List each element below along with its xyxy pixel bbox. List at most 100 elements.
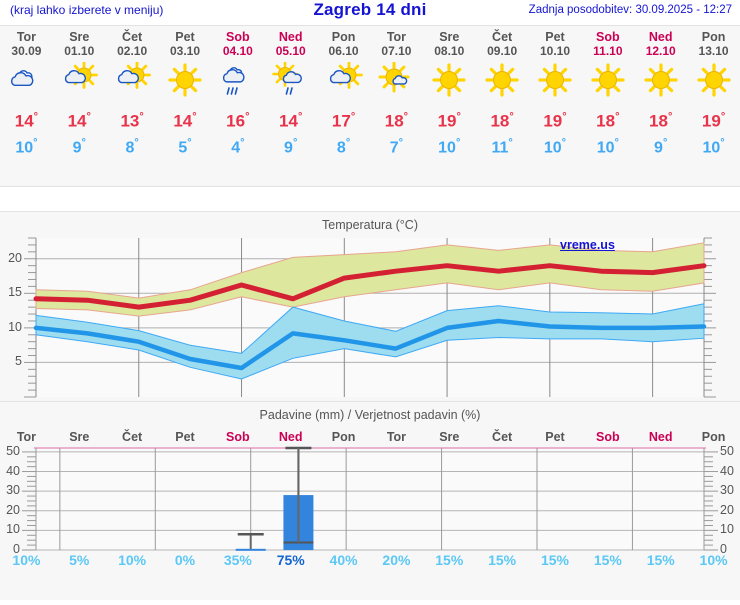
day-name: Ned <box>278 30 303 44</box>
degree-sign: ° <box>192 111 197 123</box>
day-min-temp: 8° <box>106 133 159 158</box>
day-date: 08.10 <box>434 44 465 58</box>
temperature-plot <box>24 237 716 398</box>
day-min-temp: 10° <box>529 133 582 158</box>
day-name: Ned <box>648 30 673 44</box>
day-name: Sob <box>596 30 620 44</box>
sunny-icon <box>476 62 529 104</box>
day-min-temp: 10° <box>687 133 740 158</box>
day-column[interactable]: Sob 11.10 18° 10° <box>581 26 634 158</box>
day-date: 12.10 <box>645 44 676 58</box>
precip-probability: 15% <box>593 552 622 568</box>
day-max-temp: 13° <box>106 106 159 133</box>
day-min-temp-value: 4 <box>231 138 241 156</box>
day-column[interactable]: Tor 07.10 18° 7° <box>370 26 423 158</box>
degree-sign: ° <box>398 136 404 149</box>
temperature-y-tick: 15 <box>8 285 22 300</box>
precipitation-chart: Padavine (mm) / Verjetnost padavin (%) T… <box>0 402 740 600</box>
precip-probability: 35% <box>223 552 252 568</box>
day-max-temp-value: 19 <box>437 111 457 131</box>
degree-sign: ° <box>456 111 461 123</box>
day-column[interactable]: Pon 06.10 17° 8° <box>317 26 370 158</box>
day-min-temp-value: 10 <box>438 138 456 156</box>
day-name: Sre <box>69 30 90 44</box>
precip-day-label: Pet <box>545 430 565 444</box>
precip-day-label: Sre <box>69 430 90 444</box>
precip-day-label: Čet <box>122 430 143 444</box>
sunny-icon <box>423 62 476 104</box>
degree-sign: ° <box>240 136 245 149</box>
rain-cloud-icon <box>211 62 264 104</box>
degree-sign: ° <box>562 111 567 123</box>
day-date: 10.10 <box>539 44 570 58</box>
day-max-temp-value: 18 <box>596 111 616 131</box>
day-column[interactable]: Čet 02.10 13° 8° <box>106 26 159 158</box>
day-date: 02.10 <box>117 44 148 58</box>
day-max-temp-value: 14 <box>67 111 87 131</box>
day-date: 07.10 <box>381 44 412 58</box>
day-max-temp-value: 19 <box>701 111 721 131</box>
degree-sign: ° <box>667 111 673 123</box>
day-min-temp-value: 9 <box>72 138 82 156</box>
page-title: Zagreb 14 dni <box>313 0 427 19</box>
day-min-temp-value: 9 <box>284 138 293 156</box>
degree-sign: ° <box>345 136 351 149</box>
partly-sunny-icon <box>106 62 159 104</box>
precip-y-tick-right: 50 <box>720 443 734 458</box>
degree-sign: ° <box>86 111 91 123</box>
day-date: 04.10 <box>222 44 253 58</box>
precip-y-tick-right: 0 <box>720 542 727 556</box>
degree-sign: ° <box>297 111 303 123</box>
day-min-temp-value: 8 <box>336 138 346 156</box>
day-min-temp-value: 10 <box>702 138 721 156</box>
precip-day-label: Tor <box>16 430 37 444</box>
day-name: Čet <box>122 30 143 44</box>
day-min-temp-value: 9 <box>654 138 663 156</box>
temp-chart-top-divider <box>0 211 740 212</box>
precip-day-label: Sob <box>596 430 620 444</box>
precip-day-label: Tor <box>386 430 407 444</box>
day-column[interactable]: Pet 10.10 19° 10° <box>529 26 582 158</box>
precip-probability: 15% <box>488 552 517 568</box>
degree-sign: ° <box>615 111 620 123</box>
precip-day-label: Sob <box>226 430 250 444</box>
precip-y-tick-left: 50 <box>6 443 20 458</box>
day-column[interactable]: Pon 13.10 19° 10° <box>687 26 740 158</box>
day-max-temp: 19° <box>423 106 476 133</box>
degree-sign: ° <box>509 111 514 123</box>
precip-y-tick-right: 10 <box>720 522 734 537</box>
day-max-temp-value: 17 <box>331 111 351 131</box>
precip-y-tick-left: 20 <box>6 502 20 517</box>
precip-y-tick-right: 40 <box>720 463 734 478</box>
day-column[interactable]: Pet 03.10 14° 5° <box>159 26 212 158</box>
partly-sunny-icon <box>53 62 106 104</box>
day-max-temp-value: 14 <box>14 111 34 131</box>
day-column[interactable]: Ned 12.10 18° 9° <box>634 26 687 158</box>
precip-probability: 15% <box>540 552 569 568</box>
precip-probability: 10% <box>118 552 147 568</box>
day-min-temp: 8° <box>317 133 370 158</box>
degree-sign: ° <box>139 111 144 123</box>
day-min-temp: 9° <box>264 133 317 158</box>
day-date: 13.10 <box>698 44 729 58</box>
day-column[interactable]: Sob 04.10 16° 4° <box>211 26 264 158</box>
precip-day-label: Ned <box>648 430 673 444</box>
day-min-temp: 11° <box>476 133 529 158</box>
precip-day-label: Čet <box>492 430 513 444</box>
cloudy-icon <box>0 62 53 104</box>
day-column[interactable]: Sre 01.10 14° 9° <box>53 26 106 158</box>
day-date: 01.10 <box>64 44 95 58</box>
day-name: Čet <box>492 30 513 44</box>
day-min-temp-value: 11 <box>491 138 509 156</box>
day-column[interactable]: Čet 09.10 18° 11° <box>476 26 529 158</box>
precip-y-tick-right: 30 <box>720 483 734 498</box>
day-name: Sre <box>439 30 460 44</box>
day-column[interactable]: Ned 05.10 14° 9° <box>264 26 317 158</box>
day-name: Tor <box>16 30 37 44</box>
day-min-temp: 9° <box>634 133 687 158</box>
day-column[interactable]: Sre 08.10 19° 10 ° <box>423 26 476 158</box>
precip-y-tick-left: 30 <box>6 483 20 498</box>
day-column[interactable]: Tor 30.09 14° 10° <box>0 26 53 158</box>
day-min-temp: 7° <box>370 133 423 158</box>
site-watermark: vreme.us <box>560 238 615 252</box>
